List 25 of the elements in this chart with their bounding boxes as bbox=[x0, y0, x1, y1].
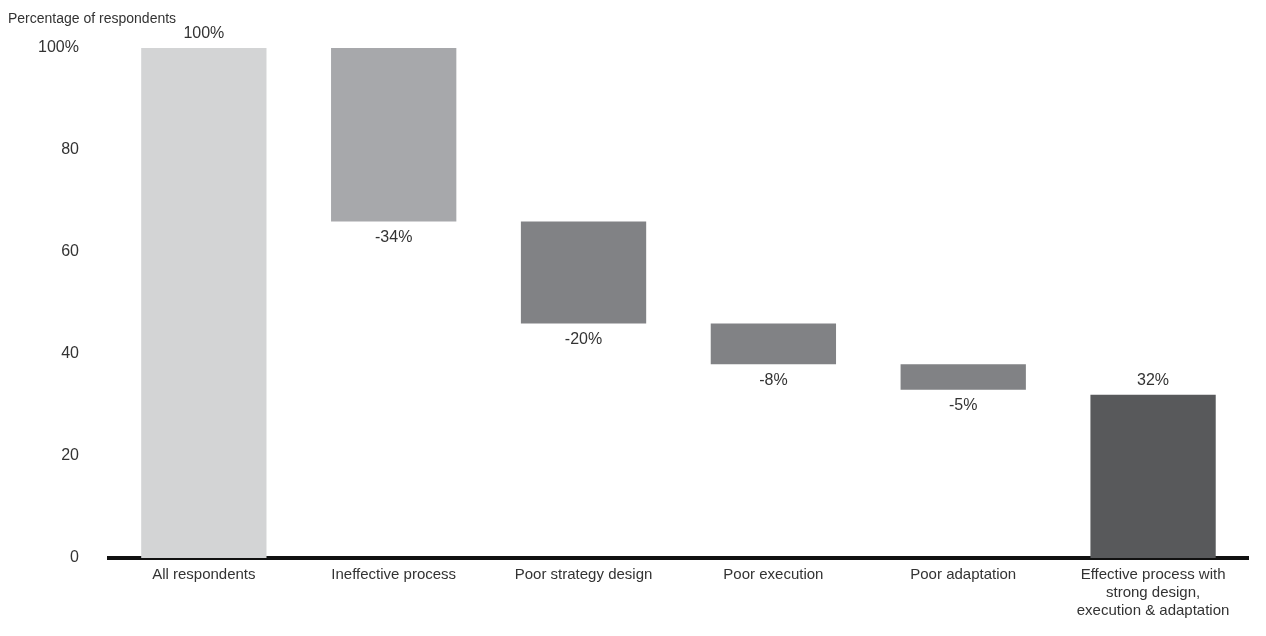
data-label: 32% bbox=[1137, 371, 1170, 389]
bar bbox=[710, 323, 837, 365]
y-tick-label: 80 bbox=[61, 140, 80, 158]
bar bbox=[520, 221, 647, 324]
y-tick-label: 100% bbox=[38, 38, 79, 56]
bar bbox=[141, 48, 267, 558]
bar bbox=[1090, 394, 1216, 558]
data-label: -5% bbox=[949, 396, 978, 414]
x-tick-label: Effective process with strong design, execution & adaptation bbox=[1076, 565, 1230, 619]
data-label: -34% bbox=[375, 227, 413, 245]
bar bbox=[900, 364, 1026, 390]
y-tick-label: 0 bbox=[70, 548, 80, 566]
bar bbox=[331, 48, 457, 222]
y-tick-label: 40 bbox=[61, 344, 80, 362]
data-label: -8% bbox=[759, 370, 788, 388]
x-tick-label: Poor adaptation bbox=[910, 565, 1017, 583]
y-tick-label: 20 bbox=[61, 446, 80, 464]
x-tick-label: Poor strategy design bbox=[514, 565, 653, 583]
x-tick-label: Ineffective process bbox=[331, 565, 457, 583]
data-label: -20% bbox=[564, 329, 603, 347]
x-tick-label: All respondents bbox=[152, 565, 256, 583]
x-tick-label: Poor execution bbox=[723, 565, 824, 583]
y-tick-label: 60 bbox=[61, 242, 80, 260]
y-axis-title: Percentage of respondents bbox=[8, 9, 177, 26]
data-label: 100% bbox=[183, 24, 225, 42]
